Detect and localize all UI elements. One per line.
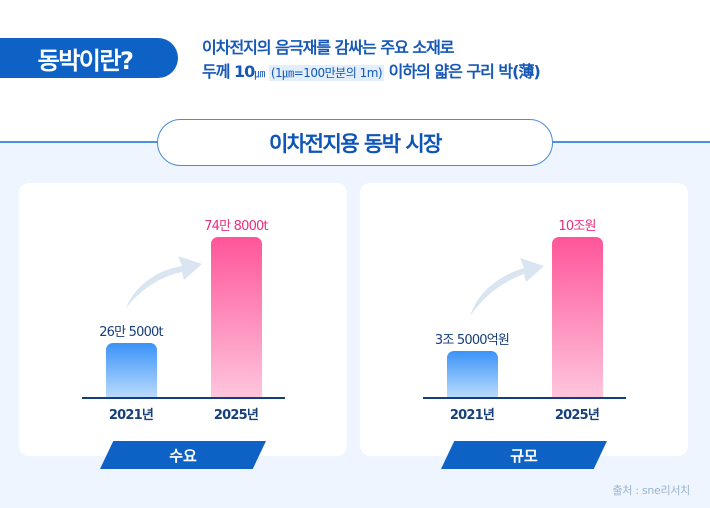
demand-value-2025: 74만 8000t <box>204 219 268 234</box>
demand-chart-card <box>19 183 347 456</box>
demand-bar-2021 <box>106 343 157 397</box>
description-line-1: 이차전지의 음극재를 감싸는 주요 소재로 <box>202 38 455 57</box>
growth-arrow-icon <box>470 258 544 316</box>
demand-bar-2025 <box>211 237 262 397</box>
source-credit: 출처 : sne리서치 <box>612 484 691 497</box>
description-suffix: 이하의 얇은 구리 박(薄) <box>388 62 541 81</box>
scale-value-2025: 10조원 <box>558 219 596 234</box>
scale-bar-2025 <box>552 237 603 397</box>
header-badge: 동박이란? <box>0 38 178 78</box>
micrometer-unit: ㎛ <box>254 67 265 80</box>
demand-label: 수요 <box>100 441 266 469</box>
demand-baseline <box>82 397 285 399</box>
demand-year-2021: 2021년 <box>108 408 154 423</box>
micrometer-note: (1㎛=100만분의 1m) <box>268 65 385 81</box>
scale-year-2025: 2025년 <box>554 408 600 423</box>
demand-year-2025: 2025년 <box>213 408 259 423</box>
scale-label: 규모 <box>441 441 607 469</box>
scale-bar-2021 <box>447 351 498 397</box>
description-prefix: 두께 10 <box>202 62 255 81</box>
scale-baseline <box>423 397 626 399</box>
scale-year-2021: 2021년 <box>449 408 495 423</box>
header-description: 이차전지의 음극재를 감싸는 주요 소재로 두께 10㎛ (1㎛=100만분의 … <box>202 37 541 85</box>
scale-chart-card <box>360 183 688 456</box>
scale-value-2021: 3조 5000억원 <box>434 333 510 348</box>
description-line-2: 두께 10㎛ (1㎛=100만분의 1m) 이하의 얇은 구리 박(薄) <box>202 61 541 85</box>
section-title: 이차전지용 동박 시장 <box>157 119 553 166</box>
growth-arrow-icon <box>126 256 202 308</box>
demand-value-2021: 26만 5000t <box>99 325 163 340</box>
